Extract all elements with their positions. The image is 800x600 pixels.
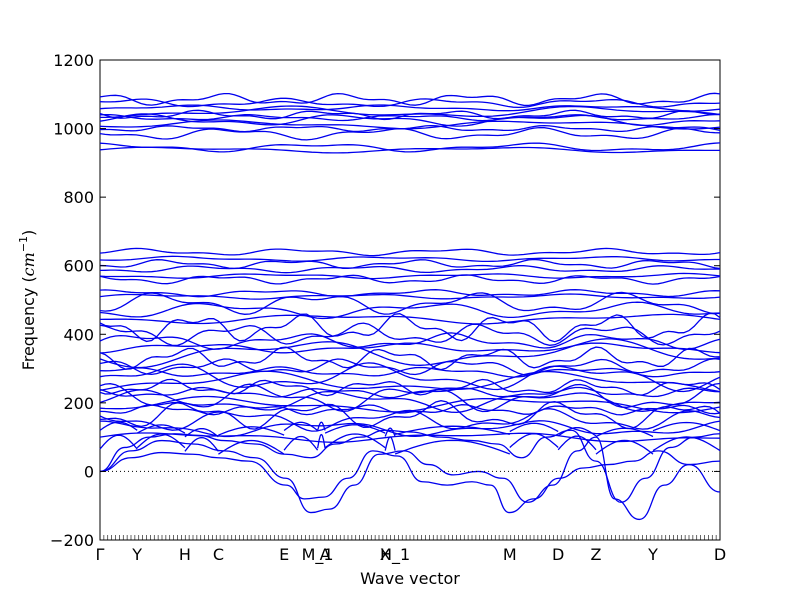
- y-tick-label: 1000: [53, 120, 94, 139]
- acoustic-band-segment: [652, 436, 721, 452]
- x-tick-label: C: [213, 545, 224, 564]
- acoustic-band-segment: [184, 427, 219, 438]
- acoustic-band-segment: [136, 433, 186, 449]
- y-axis-label-unit: cm: [19, 252, 38, 276]
- y-axis-ticks: −200 0 200 400 600 800 1000 1200: [50, 51, 720, 550]
- series-layer: [99, 92, 721, 521]
- low-band: [99, 370, 721, 393]
- high-band: [100, 105, 721, 119]
- acoustic-band-segment: [324, 433, 386, 449]
- high-band: [99, 119, 721, 130]
- soft-mode-band: [99, 450, 721, 514]
- low-band: [99, 404, 721, 416]
- low-band: [99, 362, 721, 393]
- low-band: [99, 386, 721, 399]
- x-tick-label: Γ: [96, 545, 105, 564]
- mid-band: [99, 258, 721, 270]
- mid-band: [99, 272, 721, 280]
- acoustic-band-segment: [324, 424, 386, 434]
- low-band: [99, 420, 721, 438]
- high-band: [99, 109, 721, 121]
- x-tick-label: M: [503, 545, 517, 564]
- acoustic-band-segment: [184, 436, 219, 452]
- soft-mode-band: [99, 436, 721, 521]
- low-band: [99, 332, 721, 350]
- acoustic-band-segment: [384, 427, 396, 437]
- plot-area: [99, 59, 721, 541]
- y-axis-label-exp: −1: [17, 236, 30, 252]
- acoustic-band-segment: [509, 433, 559, 448]
- mid-band: [99, 293, 721, 300]
- y-tick-label: 800: [63, 188, 94, 207]
- x-tick-label: Z: [591, 545, 602, 564]
- y-tick-label: 200: [63, 394, 94, 413]
- x-tick-label: H: [179, 545, 191, 564]
- mid-band: [99, 247, 721, 257]
- acoustic-band-segment: [218, 426, 285, 436]
- low-band: [99, 366, 721, 378]
- acoustic-band-segment: [283, 435, 319, 451]
- y-tick-label: 400: [63, 325, 94, 344]
- x-axis-ticks: Γ Y H C E M_1A XH_1 M D Z Y D: [96, 535, 726, 565]
- mid-band: [99, 255, 720, 263]
- y-axis-label: Frequency (cm−1): [17, 230, 38, 371]
- y-axis-label-text: Frequency (: [19, 276, 38, 370]
- acoustic-band-segment: [394, 439, 511, 455]
- x-tick-label: E: [279, 545, 289, 564]
- low-band: [99, 301, 721, 320]
- low-band: [99, 322, 721, 347]
- y-axis-label-close: ): [19, 230, 38, 236]
- low-band: [99, 389, 721, 414]
- high-band: [99, 146, 720, 154]
- low-band: [99, 395, 721, 414]
- soft-mode-band: [99, 429, 721, 503]
- low-band: [99, 346, 721, 371]
- acoustic-band-segment: [218, 439, 285, 455]
- acoustic-band-segment: [316, 421, 326, 431]
- high-band: [99, 126, 721, 141]
- low-band: [99, 378, 721, 397]
- y-tick-label: 1200: [53, 51, 94, 70]
- acoustic-band-segment: [316, 433, 326, 449]
- mid-band: [99, 274, 721, 285]
- x-axis-label: Wave vector: [360, 569, 460, 588]
- x-tick-label: D: [552, 545, 564, 564]
- low-band: [99, 312, 721, 343]
- acoustic-band-segment: [557, 435, 597, 451]
- acoustic-band-segment: [384, 436, 396, 451]
- y-tick-label: 600: [63, 257, 94, 276]
- acoustic-band-segment: [394, 425, 510, 436]
- x-tick-label: X: [380, 545, 391, 564]
- acoustic-band-segment: [652, 421, 721, 432]
- x-tick-label: A: [320, 545, 331, 564]
- high-band: [99, 97, 721, 109]
- acoustic-band-segment: [283, 421, 318, 432]
- high-band: [99, 92, 721, 107]
- low-band: [99, 342, 721, 354]
- x-tick-label: Y: [647, 545, 658, 564]
- acoustic-band-segment: [595, 439, 654, 455]
- x-tick-label: M_1: [302, 545, 334, 565]
- acoustic-band-segment: [99, 434, 138, 450]
- high-band: [99, 142, 721, 153]
- low-band: [99, 291, 721, 315]
- x-tick-label: Y: [131, 545, 142, 564]
- acoustic-band-segment: [595, 427, 654, 438]
- low-band: [99, 382, 721, 413]
- acoustic-band-segment: [136, 424, 186, 434]
- mid-band: [99, 265, 721, 274]
- x-tick-label: H_1: [380, 545, 410, 565]
- high-band: [99, 113, 721, 127]
- low-band: [99, 313, 721, 325]
- acoustic-band-segment: [509, 422, 559, 433]
- y-tick-label: 0: [84, 462, 94, 481]
- high-band: [99, 113, 720, 122]
- acoustic-band-segment: [557, 426, 597, 437]
- low-band: [99, 400, 721, 430]
- low-band: [99, 358, 721, 376]
- x-tick-label: D: [714, 545, 726, 564]
- acoustic-band-segment: [99, 421, 138, 431]
- y-tick-label: −200: [50, 531, 94, 550]
